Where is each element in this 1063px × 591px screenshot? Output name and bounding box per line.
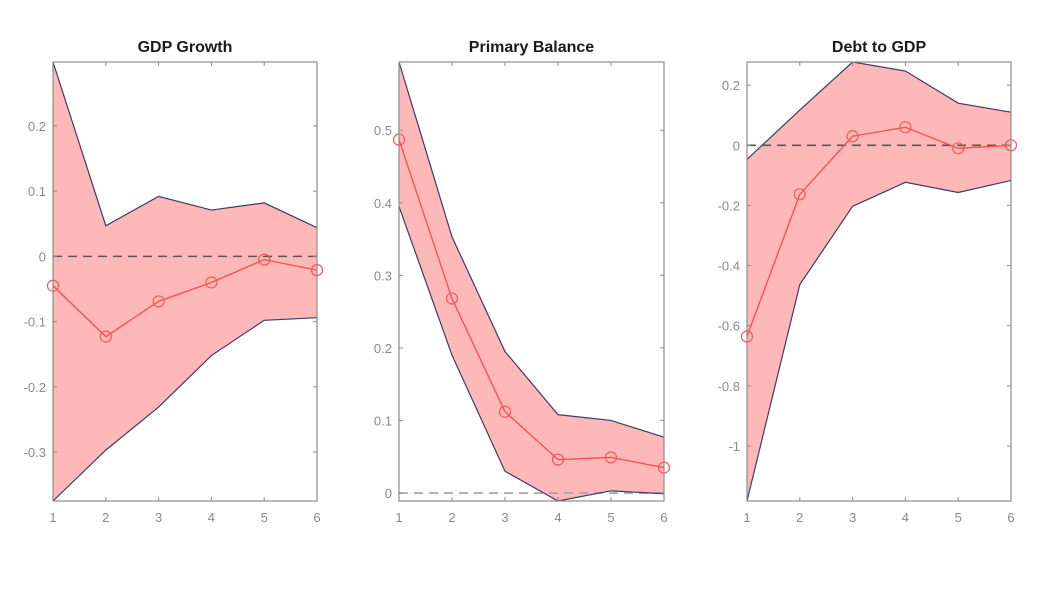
upper-band-line	[746, 61, 1012, 160]
median-point	[152, 295, 165, 308]
y-tick-label: 0.1	[374, 413, 392, 428]
x-tick-label: 3	[849, 510, 856, 525]
y-tick-label: 0.4	[374, 196, 392, 211]
y-tick-label: -0.4	[718, 259, 740, 274]
confidence-band	[53, 62, 317, 501]
x-tick-label: 2	[448, 510, 455, 525]
x-tick-label: 2	[796, 510, 803, 525]
median-line	[398, 139, 665, 469]
upper-band-line	[52, 61, 318, 229]
lower-band-line	[398, 206, 665, 502]
upper-band-line	[398, 61, 665, 438]
y-tick-label: -0.3	[24, 445, 46, 460]
y-tick-label: -0.8	[718, 379, 740, 394]
x-tick-label: 4	[902, 510, 909, 525]
axes-frame	[746, 61, 1012, 502]
y-tick-label: 0.5	[374, 123, 392, 138]
x-tick-label: 5	[261, 510, 268, 525]
chart-title: Primary Balance	[469, 39, 595, 56]
y-tick-label: 0	[733, 138, 740, 153]
x-tick-label: 3	[501, 510, 508, 525]
x-tick-label: 3	[155, 510, 162, 525]
x-tick-label: 1	[743, 510, 750, 525]
x-tick-label: 6	[313, 510, 320, 525]
y-tick-label: 0	[385, 486, 392, 501]
axes-frame	[52, 61, 318, 502]
x-tick-label: 4	[208, 510, 215, 525]
x-tick-label: 6	[660, 510, 667, 525]
y-tick-label: -1	[728, 439, 740, 454]
median-point	[793, 188, 806, 201]
y-tick-label: -0.6	[718, 319, 740, 334]
x-tick-label: 6	[1007, 510, 1014, 525]
x-tick-label: 1	[395, 510, 402, 525]
median-point	[99, 330, 112, 343]
chart-title: GDP Growth	[138, 39, 233, 56]
median-point	[846, 130, 859, 143]
chart-title: Debt to GDP	[832, 39, 927, 56]
x-tick-label: 2	[102, 510, 109, 525]
x-tick-label: 5	[607, 510, 614, 525]
median-point	[952, 142, 965, 155]
y-tick-label: 0.2	[722, 78, 740, 93]
y-tick-label: 0.1	[28, 184, 46, 199]
median-point	[551, 453, 565, 466]
x-tick-label: 5	[955, 510, 962, 525]
y-tick-label: 0.3	[374, 268, 392, 283]
y-tick-label: -0.2	[24, 380, 46, 395]
x-tick-label: 4	[554, 510, 561, 525]
lower-band-line	[746, 179, 1012, 502]
x-tick-label: 1	[49, 510, 56, 525]
confidence-band	[399, 62, 664, 501]
y-tick-label: 0	[39, 249, 46, 264]
panel-primary-balance: Primary Balance 1 2 3 4 5 6 0 0.1 0.2 0.3 0.4 0.5	[374, 39, 671, 525]
confidence-band	[747, 62, 1011, 501]
panel-debt-to-gdp: Debt to GDP 1 2 3 4 5 6 -1 -0.8 -0.6 -0.4 -0.2 0 0.2	[718, 39, 1018, 525]
axes-frame	[398, 61, 665, 502]
median-line	[746, 126, 1012, 337]
lower-band-line	[52, 317, 318, 502]
median-point	[258, 253, 271, 266]
panel-gdp-growth: GDP Growth 1 2 3 4 5 6 -0.3 -0.2 -0.1 0 0.1 0.2	[24, 39, 324, 525]
median-line	[52, 258, 318, 338]
median-point	[498, 405, 512, 418]
median-point	[899, 121, 912, 134]
median-point	[604, 451, 618, 464]
y-tick-label: -0.1	[24, 315, 46, 330]
y-tick-label: 0.2	[374, 341, 392, 356]
median-point	[445, 292, 459, 305]
y-tick-label: -0.2	[718, 198, 740, 213]
y-tick-label: 0.2	[28, 119, 46, 134]
median-point	[205, 276, 218, 289]
